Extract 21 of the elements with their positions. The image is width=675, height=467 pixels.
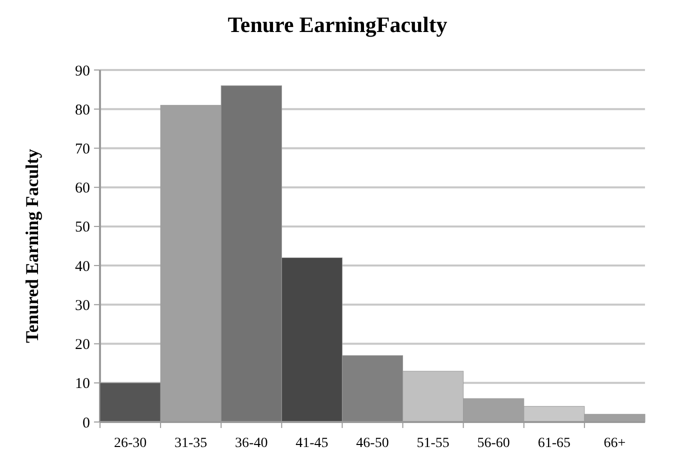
- x-tick-label: 41-45: [296, 436, 328, 451]
- x-tick-label: 61-65: [538, 436, 571, 451]
- y-tick-label: 50: [75, 220, 90, 236]
- x-tick-label: 51-55: [416, 436, 450, 451]
- x-tick-label: 46-50: [356, 436, 389, 451]
- y-axis-title: Tenured Earning Faculty: [22, 148, 42, 344]
- y-tick-label: 90: [75, 63, 90, 80]
- y-tick-label: 10: [75, 376, 90, 392]
- x-tick-label: 26-30: [114, 436, 147, 451]
- y-tick-label: 40: [75, 258, 90, 275]
- x-tick-label: 36-40: [235, 436, 268, 451]
- x-tick-label: 66+: [604, 436, 626, 451]
- y-tick-label: 20: [75, 337, 90, 354]
- y-tick-label: 0: [82, 415, 90, 432]
- x-tick-label: 31-35: [174, 436, 208, 451]
- y-tick-label: 30: [75, 298, 90, 314]
- chart-title: Tenure EarningFaculty: [228, 12, 448, 37]
- x-tick-label: 56-60: [477, 436, 510, 451]
- y-tick-label: 70: [75, 141, 90, 158]
- y-tick-label: 60: [75, 180, 90, 197]
- y-tick-label: 80: [75, 102, 90, 118]
